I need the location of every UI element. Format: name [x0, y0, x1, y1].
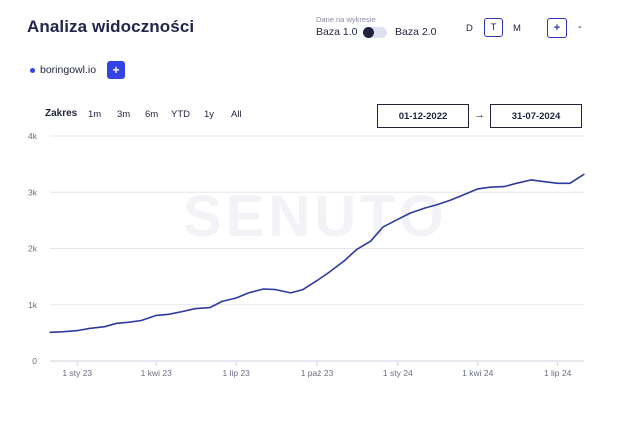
- data-point: [155, 314, 157, 317]
- data-point: [424, 207, 426, 209]
- data-point: [369, 240, 372, 242]
- x-tick-label: 1 kwi 23: [141, 368, 172, 378]
- domain-legend: boringowl.io: [30, 64, 96, 76]
- data-point: [328, 271, 330, 273]
- toggle-caption: Dane na wykresie: [316, 15, 376, 24]
- data-point: [449, 199, 452, 201]
- data-point: [515, 182, 517, 184]
- data-point: [409, 212, 411, 214]
- range-6m[interactable]: 6m: [145, 109, 159, 120]
- data-point: [209, 306, 211, 309]
- granularity-month[interactable]: M: [513, 23, 521, 34]
- data-point: [221, 300, 223, 302]
- data-point: [290, 292, 292, 294]
- data-point: [194, 308, 196, 310]
- data-point: [557, 182, 559, 184]
- data-point: [235, 297, 237, 299]
- range-1y[interactable]: 1y: [204, 109, 215, 120]
- data-point: [542, 180, 545, 183]
- date-arrow-icon: →: [474, 109, 485, 121]
- data-point: [436, 204, 438, 206]
- y-tick-label: 1k: [28, 300, 38, 310]
- domain-dot-icon: [30, 67, 35, 73]
- data-point: [316, 279, 318, 282]
- y-tick-label: 3k: [28, 187, 38, 197]
- data-point: [355, 249, 358, 251]
- x-tick-label: 1 kwi 24: [462, 368, 493, 378]
- data-point: [103, 326, 106, 328]
- data-point: [503, 186, 505, 188]
- data-point: [382, 226, 384, 228]
- y-tick-label: 0: [32, 356, 37, 366]
- data-point: [569, 182, 571, 184]
- y-tick-label: 2k: [28, 244, 38, 254]
- data-point: [530, 179, 532, 181]
- domain-name: boringowl.io: [40, 64, 97, 76]
- data-point: [88, 327, 91, 329]
- zoom-in-button[interactable]: +: [547, 18, 567, 38]
- x-tick-label: 1 paź 23: [301, 368, 334, 378]
- page-title: Analiza widoczności: [27, 17, 195, 36]
- data-point: [128, 321, 130, 323]
- data-point: [76, 330, 78, 332]
- range-all[interactable]: All: [231, 109, 242, 120]
- zoom-out-button[interactable]: -: [578, 21, 582, 33]
- data-point: [116, 322, 118, 324]
- range-label: Zakres: [45, 108, 78, 119]
- data-point: [262, 288, 265, 290]
- data-point: [462, 194, 464, 196]
- data-point: [61, 331, 63, 333]
- range-ytd[interactable]: YTD: [171, 109, 190, 120]
- data-point: [275, 288, 277, 291]
- date-from-input[interactable]: 01-12-2022: [377, 104, 469, 128]
- data-point: [489, 186, 491, 188]
- x-tick-label: 1 sty 24: [383, 368, 413, 378]
- granularity-week[interactable]: T: [484, 18, 503, 37]
- x-tick-label: 1 sty 23: [62, 368, 92, 378]
- data-point: [182, 310, 184, 313]
- x-tick-label: 1 lip 24: [544, 368, 572, 378]
- range-3m[interactable]: 3m: [117, 109, 131, 120]
- range-1m[interactable]: 1m: [88, 109, 102, 120]
- switch-knob[interactable]: [363, 27, 374, 38]
- data-point: [167, 313, 170, 315]
- data-point: [302, 288, 304, 291]
- base-switch[interactable]: [363, 27, 387, 38]
- data-point: [583, 173, 585, 175]
- watermark: SENUTO: [183, 184, 448, 249]
- date-to-input[interactable]: 31-07-2024: [490, 104, 582, 128]
- data-point: [49, 331, 51, 333]
- base-2-label[interactable]: Baza 2.0: [395, 26, 437, 38]
- data-point: [247, 292, 250, 294]
- data-point: [397, 218, 399, 220]
- base-1-label[interactable]: Baza 1.0: [316, 26, 358, 38]
- data-point: [140, 319, 142, 322]
- granularity-day[interactable]: D: [466, 23, 473, 34]
- x-tick-label: 1 lip 23: [222, 368, 250, 378]
- add-domain-button[interactable]: +: [107, 61, 125, 79]
- series-line: [49, 173, 585, 334]
- data-point: [343, 260, 345, 262]
- y-tick-label: 4k: [28, 131, 38, 141]
- data-point: [477, 188, 479, 190]
